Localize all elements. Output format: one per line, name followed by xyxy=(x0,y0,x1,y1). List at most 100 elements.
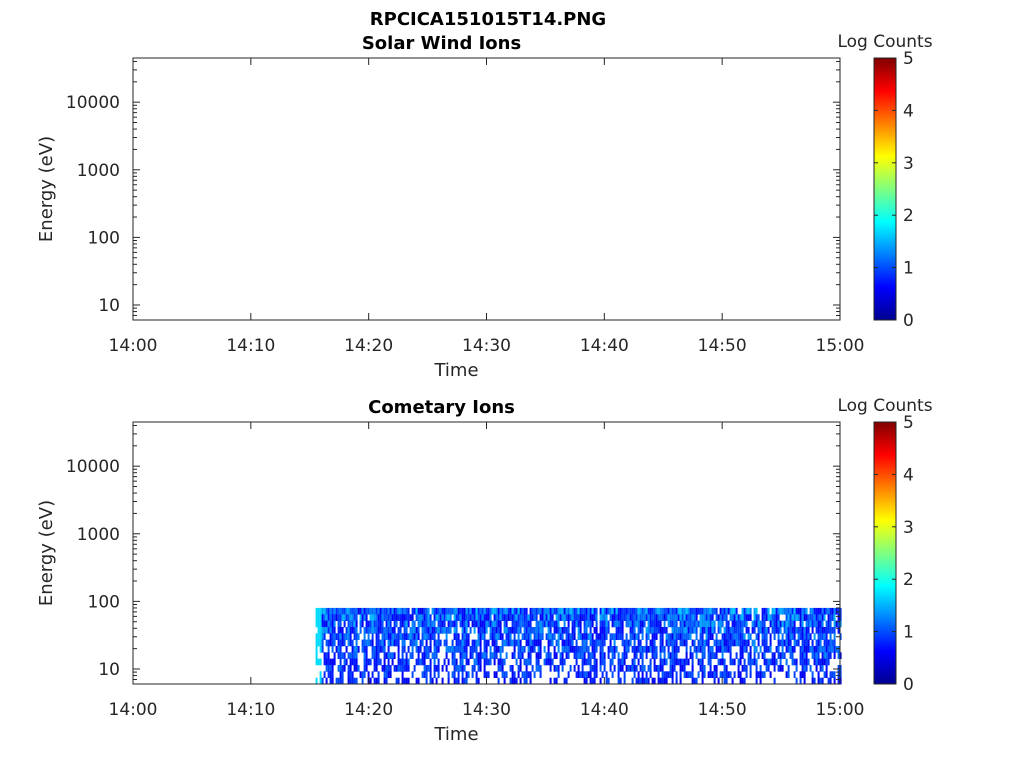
spectrogram-cell xyxy=(661,646,664,653)
spectrogram-cell xyxy=(517,639,520,647)
spectrogram-cell xyxy=(539,646,542,653)
spectrogram-cell xyxy=(315,633,318,640)
spectrogram-cell xyxy=(675,646,678,653)
spectrogram-cell xyxy=(519,627,522,634)
spectrogram-cell xyxy=(479,614,482,621)
spectrogram-cell xyxy=(331,639,334,647)
spectrogram-cell xyxy=(461,633,464,640)
spectrogram-cell xyxy=(379,627,382,634)
spectrogram-cell xyxy=(605,614,608,621)
spectrogram-cell xyxy=(659,677,662,685)
spectrogram-cell xyxy=(363,614,366,621)
spectrogram-cell xyxy=(375,665,378,672)
spectrogram-cell xyxy=(801,627,804,634)
spectrogram-cell xyxy=(659,665,662,672)
spectrogram-cell xyxy=(497,665,500,672)
spectrogram-cell xyxy=(537,639,540,647)
spectrogram-cell xyxy=(721,614,724,621)
spectrogram-cell xyxy=(587,646,590,653)
spectrogram-cell xyxy=(767,607,770,615)
spectrogram-cell xyxy=(361,646,364,653)
spectrogram-cell xyxy=(453,607,456,615)
spectrogram-cell xyxy=(425,646,428,653)
spectrogram-cell xyxy=(371,646,374,653)
spectrogram-cell xyxy=(463,607,466,615)
spectrogram-cell xyxy=(741,614,744,621)
spectrogram-cell xyxy=(353,607,356,615)
spectrogram-cell xyxy=(757,614,760,621)
spectrogram-cell xyxy=(637,633,640,640)
spectrogram-cell xyxy=(591,614,594,621)
spectrogram-cell xyxy=(535,607,538,615)
spectrogram-cell xyxy=(803,652,806,659)
spectrogram-cell xyxy=(319,614,322,621)
x-axis-label: Time xyxy=(433,360,478,381)
spectrogram-cell xyxy=(619,677,622,685)
spectrogram-cell xyxy=(417,658,420,666)
spectrogram-cell xyxy=(403,646,406,653)
spectrogram-cell xyxy=(605,677,608,685)
spectrogram-cell xyxy=(801,620,804,628)
spectrogram-cell xyxy=(621,652,624,659)
spectrogram-cell xyxy=(575,639,578,647)
spectrogram-cell xyxy=(773,677,776,685)
spectrogram-cell xyxy=(821,652,824,659)
spectrogram xyxy=(315,607,842,685)
spectrogram-cell xyxy=(707,639,710,647)
spectrogram-cell xyxy=(461,614,464,621)
spectrogram-cell xyxy=(641,627,644,634)
spectrogram-cell xyxy=(355,665,358,672)
spectrogram-cell xyxy=(427,652,430,659)
spectrogram-cell xyxy=(679,658,682,666)
spectrogram-cell xyxy=(741,620,744,628)
spectrogram-cell xyxy=(373,607,376,615)
spectrogram-cell xyxy=(627,620,630,628)
spectrogram-cell xyxy=(353,658,356,666)
spectrogram-cell xyxy=(433,646,436,653)
spectrogram-cell xyxy=(403,665,406,672)
spectrogram-cell xyxy=(689,614,692,621)
spectrogram-cell xyxy=(719,646,722,653)
spectrogram-cell xyxy=(625,607,628,615)
spectrogram-cell xyxy=(801,607,804,615)
spectrogram-cell xyxy=(617,633,620,640)
spectrogram-cell xyxy=(763,652,766,659)
spectrogram-cell xyxy=(723,658,726,666)
spectrogram-cell xyxy=(561,665,564,672)
spectrogram-cell xyxy=(701,639,704,647)
spectrogram-cell xyxy=(555,607,558,615)
spectrogram-cell xyxy=(643,620,646,628)
spectrogram-cell xyxy=(591,665,594,672)
spectrogram-cell xyxy=(461,665,464,672)
spectrogram-cell xyxy=(567,620,570,628)
spectrogram-cell xyxy=(827,646,830,653)
spectrogram-cell xyxy=(441,665,444,672)
spectrogram-cell xyxy=(799,620,802,628)
spectrogram-cell xyxy=(339,646,342,653)
spectrogram-cell xyxy=(659,639,662,647)
spectrogram-cell xyxy=(619,620,622,628)
spectrogram-cell xyxy=(679,607,682,615)
spectrogram-cell xyxy=(533,633,536,640)
spectrogram-cell xyxy=(429,665,432,672)
spectrogram-cell xyxy=(581,671,584,678)
spectrogram-cell xyxy=(793,607,796,615)
x-tick-label: 14:20 xyxy=(344,700,393,720)
spectrogram-cell xyxy=(425,633,428,640)
spectrogram-cell xyxy=(613,646,616,653)
spectrogram-cell xyxy=(337,646,340,653)
spectrogram-cell xyxy=(611,607,614,615)
spectrogram-cell xyxy=(709,627,712,634)
spectrogram-cell xyxy=(639,639,642,647)
spectrogram-cell xyxy=(785,614,788,621)
spectrogram-cell xyxy=(683,633,686,640)
spectrogram-cell xyxy=(393,665,396,672)
spectrogram-cell xyxy=(323,620,326,628)
spectrogram-cell xyxy=(319,658,322,666)
spectrogram-cell xyxy=(373,658,376,666)
spectrogram-cell xyxy=(649,671,652,678)
spectrogram-cell xyxy=(747,614,750,621)
spectrogram-cell xyxy=(647,665,650,672)
spectrogram-cell xyxy=(557,665,560,672)
spectrogram-cell xyxy=(339,627,342,634)
